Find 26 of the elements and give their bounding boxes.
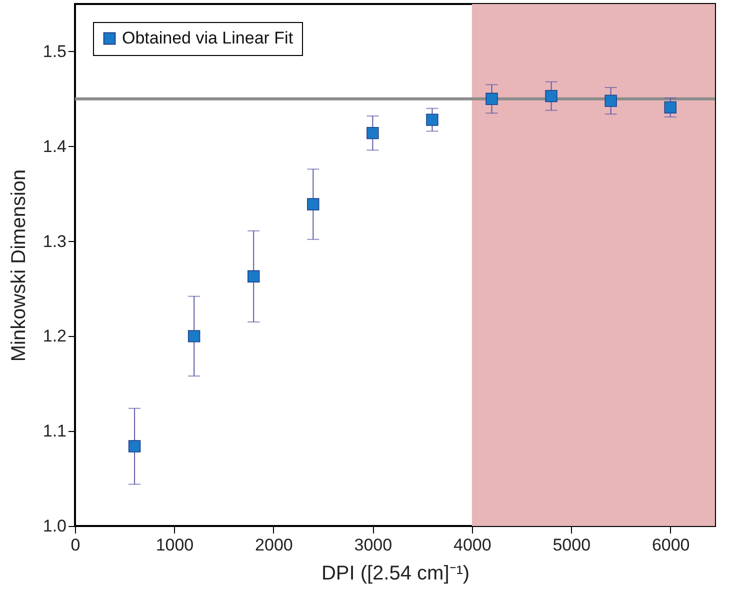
point xyxy=(188,330,200,342)
x-tick-label: 1000 xyxy=(156,536,194,554)
x-axis-title: DPI ([2.54 cm]⁻¹) xyxy=(321,562,470,584)
x-tick-label: 2000 xyxy=(255,536,293,554)
y-tick-label: 1.0 xyxy=(42,516,66,536)
point xyxy=(545,90,558,102)
point xyxy=(486,92,498,106)
x-tick-label: 6000 xyxy=(652,536,690,554)
point xyxy=(128,440,141,452)
y-tick-label: 1.3 xyxy=(42,232,66,251)
y-axis-title: Minkowski Dimension xyxy=(8,169,30,362)
y-tick-label: 1.1 xyxy=(42,422,66,441)
x-tick-label: 5000 xyxy=(552,536,591,554)
point xyxy=(664,101,676,114)
point xyxy=(426,114,438,126)
point xyxy=(248,270,260,282)
point xyxy=(366,126,379,140)
y-tick-label: 1.2 xyxy=(42,326,66,346)
y-tick-label: 1.5 xyxy=(42,42,66,61)
point xyxy=(307,198,320,210)
x-tick-label: 0 xyxy=(70,536,80,554)
x-tick-label: 4000 xyxy=(453,536,492,554)
point xyxy=(604,94,617,107)
legend-label: Obtained via Linear Fit xyxy=(122,28,294,48)
y-tick-label: 1.4 xyxy=(42,136,66,156)
x-tick-label: 3000 xyxy=(354,536,392,554)
